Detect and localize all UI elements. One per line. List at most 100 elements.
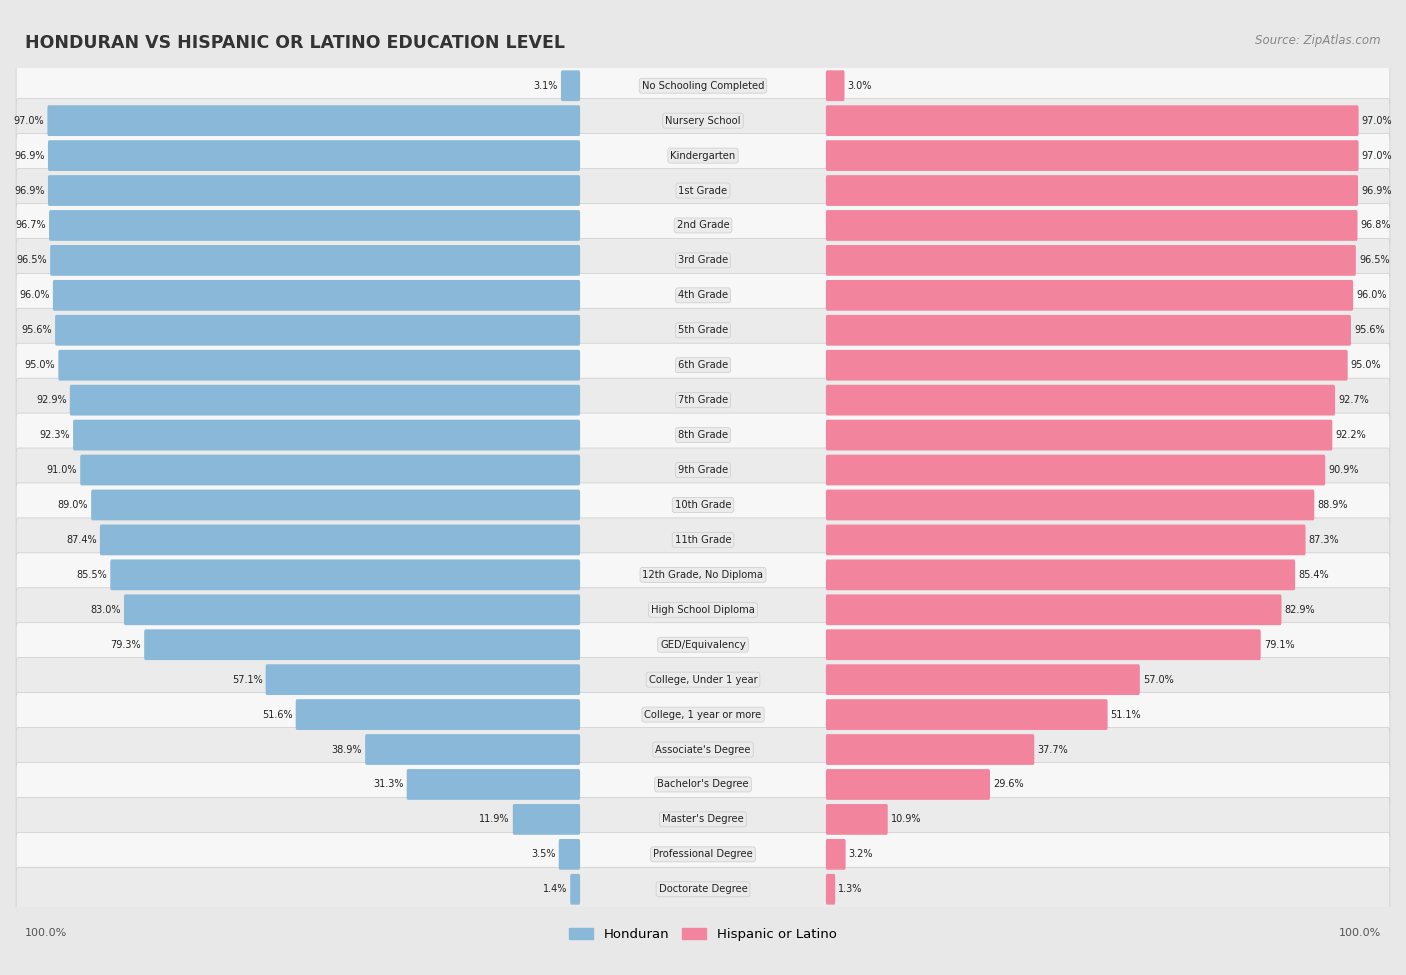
Text: No Schooling Completed: No Schooling Completed (641, 81, 765, 91)
FancyBboxPatch shape (571, 874, 581, 905)
Text: 3.0%: 3.0% (848, 81, 872, 91)
FancyBboxPatch shape (15, 98, 1391, 142)
FancyBboxPatch shape (91, 489, 581, 521)
Text: College, Under 1 year: College, Under 1 year (648, 675, 758, 684)
FancyBboxPatch shape (15, 134, 1391, 177)
FancyBboxPatch shape (15, 483, 1391, 526)
Text: 1st Grade: 1st Grade (679, 185, 727, 196)
Text: 1.3%: 1.3% (838, 884, 863, 894)
FancyBboxPatch shape (15, 204, 1391, 248)
Text: 90.9%: 90.9% (1329, 465, 1358, 475)
FancyBboxPatch shape (366, 734, 581, 765)
FancyBboxPatch shape (295, 699, 581, 730)
Text: 96.0%: 96.0% (1357, 291, 1386, 300)
Text: 38.9%: 38.9% (332, 745, 363, 755)
Text: 95.0%: 95.0% (1351, 360, 1381, 370)
FancyBboxPatch shape (825, 280, 1353, 311)
FancyBboxPatch shape (49, 210, 581, 241)
FancyBboxPatch shape (825, 734, 1035, 765)
Text: 57.1%: 57.1% (232, 675, 263, 684)
Text: 3.1%: 3.1% (533, 81, 558, 91)
FancyBboxPatch shape (825, 454, 1326, 486)
Text: 9th Grade: 9th Grade (678, 465, 728, 475)
Text: Master's Degree: Master's Degree (662, 814, 744, 825)
Text: 29.6%: 29.6% (993, 779, 1024, 790)
FancyBboxPatch shape (825, 419, 1333, 450)
Text: GED/Equivalency: GED/Equivalency (661, 640, 745, 649)
FancyBboxPatch shape (15, 343, 1391, 387)
Text: 96.5%: 96.5% (1358, 255, 1389, 265)
Text: Bachelor's Degree: Bachelor's Degree (657, 779, 749, 790)
FancyBboxPatch shape (825, 350, 1348, 380)
Text: 100.0%: 100.0% (25, 928, 67, 938)
Text: 92.7%: 92.7% (1339, 395, 1369, 406)
Text: 11th Grade: 11th Grade (675, 535, 731, 545)
Text: 95.0%: 95.0% (25, 360, 55, 370)
FancyBboxPatch shape (825, 874, 835, 905)
FancyBboxPatch shape (15, 169, 1391, 213)
Text: 31.3%: 31.3% (373, 779, 404, 790)
FancyBboxPatch shape (15, 588, 1391, 632)
Text: 96.9%: 96.9% (1361, 185, 1392, 196)
Text: 95.6%: 95.6% (1354, 326, 1385, 335)
FancyBboxPatch shape (825, 70, 845, 101)
FancyBboxPatch shape (825, 140, 1358, 171)
FancyBboxPatch shape (406, 769, 581, 799)
FancyBboxPatch shape (825, 699, 1108, 730)
FancyBboxPatch shape (48, 105, 581, 136)
Text: 95.6%: 95.6% (21, 326, 52, 335)
Text: 89.0%: 89.0% (58, 500, 89, 510)
FancyBboxPatch shape (15, 692, 1391, 736)
FancyBboxPatch shape (53, 280, 581, 311)
FancyBboxPatch shape (825, 315, 1351, 346)
Text: 87.4%: 87.4% (66, 535, 97, 545)
FancyBboxPatch shape (15, 727, 1391, 771)
FancyBboxPatch shape (15, 308, 1391, 352)
FancyBboxPatch shape (15, 239, 1391, 283)
Text: 11.9%: 11.9% (479, 814, 510, 825)
Text: Nursery School: Nursery School (665, 116, 741, 126)
FancyBboxPatch shape (51, 245, 581, 276)
FancyBboxPatch shape (825, 245, 1355, 276)
FancyBboxPatch shape (825, 664, 1140, 695)
FancyBboxPatch shape (825, 176, 1358, 206)
FancyBboxPatch shape (15, 833, 1391, 877)
Text: 7th Grade: 7th Grade (678, 395, 728, 406)
Text: 96.9%: 96.9% (14, 150, 45, 161)
FancyBboxPatch shape (15, 63, 1391, 107)
FancyBboxPatch shape (15, 448, 1391, 492)
FancyBboxPatch shape (825, 769, 990, 799)
FancyBboxPatch shape (825, 525, 1306, 556)
Text: 82.9%: 82.9% (1285, 604, 1315, 615)
FancyBboxPatch shape (825, 838, 845, 870)
FancyBboxPatch shape (73, 419, 581, 450)
Text: Kindergarten: Kindergarten (671, 150, 735, 161)
Text: Doctorate Degree: Doctorate Degree (658, 884, 748, 894)
FancyBboxPatch shape (80, 454, 581, 486)
Text: Source: ZipAtlas.com: Source: ZipAtlas.com (1256, 34, 1381, 47)
Text: 3.2%: 3.2% (849, 849, 873, 859)
FancyBboxPatch shape (15, 868, 1391, 912)
Text: 79.1%: 79.1% (1264, 640, 1295, 649)
Legend: Honduran, Hispanic or Latino: Honduran, Hispanic or Latino (564, 922, 842, 947)
Text: 92.2%: 92.2% (1336, 430, 1367, 440)
FancyBboxPatch shape (513, 804, 581, 835)
Text: 96.5%: 96.5% (17, 255, 48, 265)
Text: 51.6%: 51.6% (262, 710, 292, 720)
Text: 10.9%: 10.9% (891, 814, 921, 825)
Text: 3rd Grade: 3rd Grade (678, 255, 728, 265)
Text: 2nd Grade: 2nd Grade (676, 220, 730, 230)
Text: 91.0%: 91.0% (46, 465, 77, 475)
FancyBboxPatch shape (825, 560, 1295, 590)
FancyBboxPatch shape (15, 798, 1391, 841)
FancyBboxPatch shape (825, 385, 1336, 415)
FancyBboxPatch shape (15, 518, 1391, 562)
FancyBboxPatch shape (15, 553, 1391, 597)
Text: 100.0%: 100.0% (1339, 928, 1381, 938)
Text: 10th Grade: 10th Grade (675, 500, 731, 510)
Text: 97.0%: 97.0% (14, 116, 45, 126)
Text: 4th Grade: 4th Grade (678, 291, 728, 300)
FancyBboxPatch shape (825, 210, 1358, 241)
Text: 96.7%: 96.7% (15, 220, 46, 230)
Text: 83.0%: 83.0% (90, 604, 121, 615)
